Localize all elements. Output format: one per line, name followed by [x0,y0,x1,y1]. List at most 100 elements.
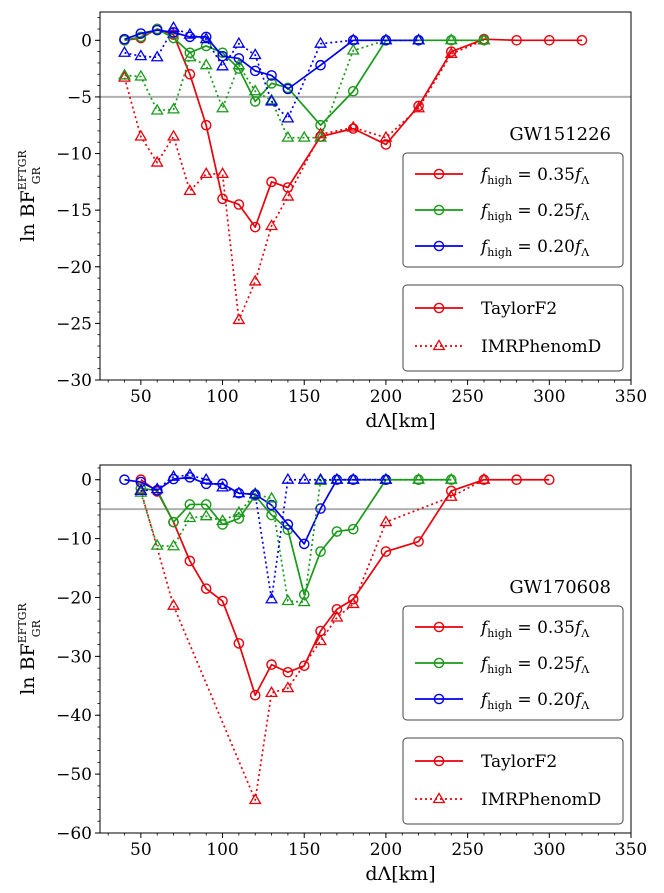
legend-eq: = [512,618,537,638]
y-axis-label: ln BFEFTGRGR [16,150,43,242]
series-6 [118,20,426,123]
x-tick-label: 200 [370,387,402,407]
y-axis-label-main: ln BF [17,190,39,242]
data-point [150,538,164,550]
data-point [380,139,392,150]
x-tick-label: 300 [533,840,565,860]
legend-entry-f025: fhigh = 0.25fΛ [415,201,590,223]
x-tick-label: 100 [206,840,238,860]
legend-entry-f035: fhigh = 0.35fΛ [415,618,590,640]
legend-coef: 0.35 [537,618,575,638]
legend-f-symbol: f [479,654,490,674]
series-line [140,478,485,801]
data-point [118,68,131,80]
legend-eq: = [512,237,537,257]
legend-marker [433,755,445,767]
data-point [248,793,262,805]
legend-waveform: TaylorF2 IMRPhenomD [402,284,624,372]
series-5 [118,33,491,142]
legend-label: fhigh = 0.35fΛ [479,618,590,640]
data-point [346,472,360,484]
legend-f-symbol-2: f [573,654,584,674]
legend-marker [433,302,445,314]
plot-area [119,468,555,805]
data-point [544,35,555,46]
data-point [444,489,458,501]
data-point [330,610,344,622]
legend-marker [433,657,445,669]
data-point [444,472,458,484]
data-point [330,472,344,484]
legend-eq: = [512,690,537,710]
data-point [119,474,130,486]
data-point [281,472,295,484]
data-point [232,486,246,498]
data-point [282,519,294,530]
data-point [249,65,261,77]
y-axis-label-sup: EFTGR [16,603,29,644]
legend-entry-taylorf2: TaylorF2 [415,752,557,772]
data-point [134,69,148,81]
legend-f-symbol-2: f [573,237,584,257]
legend-coef: 0.25 [537,201,575,221]
plot-area [118,20,588,325]
legend-label: fhigh = 0.25fΛ [479,201,590,223]
data-point [134,485,148,497]
data-point [135,28,147,39]
data-point [249,689,261,701]
data-point [184,499,196,510]
y-tick-label: 0 [81,471,92,491]
y-axis-label-sub: GR [30,619,43,637]
legend-entry-f035: fhigh = 0.35fΛ [415,165,590,187]
data-point [167,129,180,141]
data-point [281,111,295,123]
data-point [151,24,163,36]
y-tick-label: 0 [81,31,92,51]
data-point [119,33,130,45]
y-tick-label: −30 [56,371,92,391]
data-point [248,48,262,60]
legend-f-symbol-2: f [573,690,584,710]
series-line [140,478,452,604]
data-point [511,474,522,486]
data-point [266,78,277,89]
data-point [281,681,295,693]
data-point [232,505,246,517]
data-point [331,526,343,537]
chart-panel-1: 50 100 150 200 250 300 350 0 −5 −10 −15 −20 −25 −30 dΛ… [16,11,647,432]
data-point [331,603,343,615]
data-point [232,58,246,70]
y-tick-label: −60 [56,824,92,844]
legend-coef: 0.20 [537,690,575,710]
data-point [232,313,246,325]
axes-frame [99,11,632,381]
x-tick-label: 350 [615,840,647,860]
legend-f-sub: high [487,627,512,640]
data-point [576,35,588,46]
data-point [266,70,277,81]
x-tick-label: 250 [451,387,483,407]
x-axis-label: dΛ[km] [365,410,435,432]
data-point [266,509,277,521]
data-point [347,593,359,605]
legend-marker [432,792,446,804]
legend-f-sub: high [487,246,512,259]
data-point [233,638,245,649]
legend-entry-imrphenomd: IMRPhenomD [415,790,601,810]
data-point [167,102,180,114]
data-point [150,103,164,115]
data-point [315,59,326,71]
data-point [314,36,328,48]
data-point [249,221,261,233]
data-point [199,167,213,179]
data-point [150,482,164,494]
data-point [199,58,213,70]
data-point [298,660,310,672]
data-point [347,523,359,535]
data-point [183,50,197,62]
legend-coef: 0.25 [537,654,575,674]
x-tick-label: 50 [130,840,152,860]
data-point [346,120,360,132]
data-point [199,472,213,484]
